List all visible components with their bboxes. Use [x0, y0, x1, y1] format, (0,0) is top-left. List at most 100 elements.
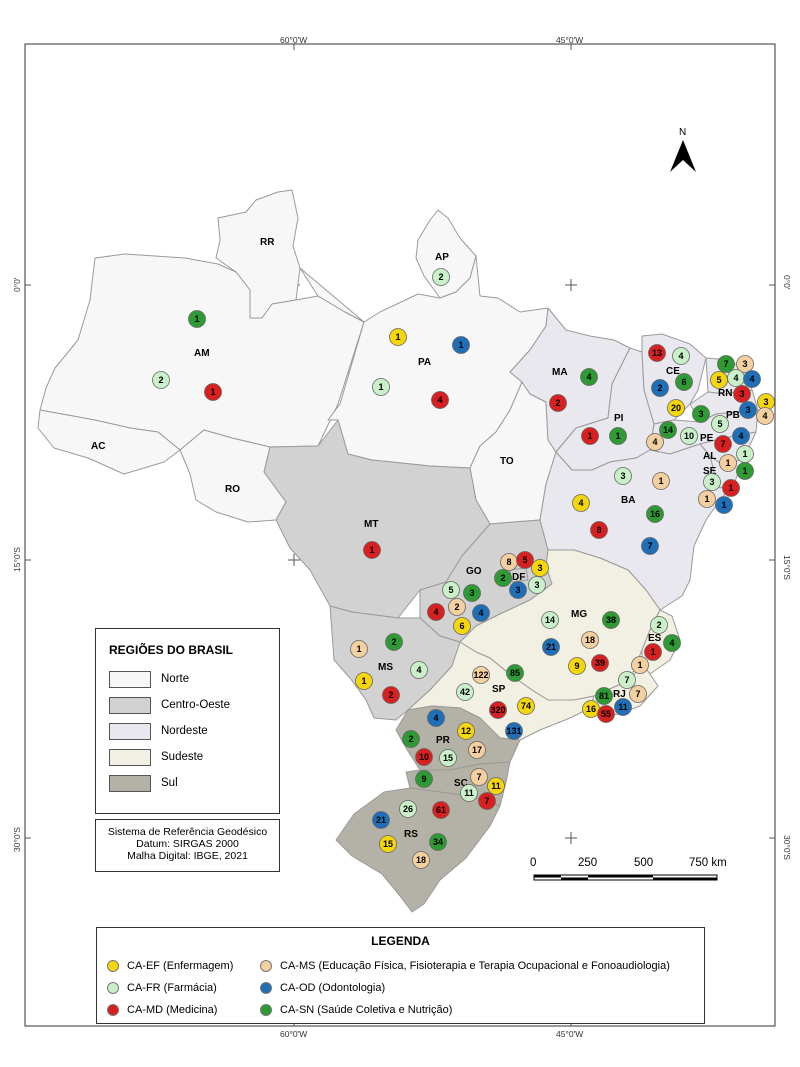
- marker-circle: [756, 407, 774, 425]
- region-label: Norte: [161, 673, 190, 685]
- marker-ms-sn: 2: [385, 633, 403, 651]
- marker-circle: [389, 328, 407, 346]
- marker-sc-md: 7: [478, 792, 496, 810]
- reference-box: Sistema de Referência Geodésico Datum: S…: [95, 819, 280, 872]
- marker-circle: [432, 268, 450, 286]
- marker-value: 21: [376, 815, 386, 825]
- marker-rj-ef: 16: [582, 700, 600, 718]
- marker-circle: [614, 467, 632, 485]
- marker-mg-ms: 18: [581, 631, 599, 649]
- marker-go-ms: 8: [500, 553, 518, 571]
- marker-se-od: 1: [715, 496, 733, 514]
- marker-pb-od: 3: [739, 401, 757, 419]
- marker-al-sn: 1: [736, 462, 754, 480]
- marker-value: 3: [742, 359, 747, 369]
- region-row-norte: Norte: [109, 669, 189, 689]
- marker-circle: [581, 631, 599, 649]
- swatch-sudeste: [109, 748, 151, 766]
- marker-circle: [372, 811, 390, 829]
- marker-go-fr: 3: [528, 576, 546, 594]
- marker-rj-fr: 7: [618, 671, 636, 689]
- map-frame: [24, 43, 776, 1027]
- north-arrow-icon: N: [670, 127, 696, 172]
- marker-value: 4: [586, 372, 591, 382]
- marker-circle: [472, 604, 490, 622]
- marker-go-od: 4: [472, 604, 490, 622]
- marker-circle: [478, 792, 496, 810]
- marker-circle: [528, 576, 546, 594]
- marker-value: 1: [194, 314, 199, 324]
- marker-value: 3: [534, 580, 539, 590]
- swatch-centro-oeste: [109, 696, 151, 714]
- marker-value: 10: [419, 752, 429, 762]
- marker-rj-md: 55: [597, 705, 615, 723]
- marker-circle: [431, 391, 449, 409]
- scale-tick-750: 750 km: [689, 857, 727, 869]
- uf-df: DF: [512, 572, 525, 583]
- marker-value: 7: [720, 439, 725, 449]
- marker-value: 4: [478, 608, 483, 618]
- marker-sc-ef: 11: [487, 777, 505, 795]
- swatch-sul: [109, 774, 151, 792]
- marker-value: 1: [361, 676, 366, 686]
- uf-ac: AC: [91, 441, 105, 452]
- marker-sp-fr: 42: [456, 683, 474, 701]
- marker-value: 3: [620, 471, 625, 481]
- marker-go-sn: 3: [463, 584, 481, 602]
- coord-top-60w: 60°0'W: [280, 35, 307, 45]
- legend-dot-ms: [260, 960, 272, 972]
- marker-pi-md: 1: [581, 427, 599, 445]
- marker-circle: [509, 581, 527, 599]
- legend-dot-od: [260, 982, 272, 994]
- reference-line-1: Sistema de Referência Geodésico: [107, 826, 268, 838]
- marker-circle: [644, 643, 662, 661]
- swatch-nordeste: [109, 722, 151, 740]
- marker-value: 7: [624, 675, 629, 685]
- marker-value: 4: [433, 607, 438, 617]
- marker-mg-sn: 38: [602, 611, 620, 629]
- marker-value: 17: [472, 745, 482, 755]
- marker-sp-od: 131: [505, 722, 523, 740]
- marker-value: 85: [510, 668, 520, 678]
- marker-value: 18: [585, 635, 595, 645]
- marker-es-ms: 1: [631, 656, 649, 674]
- marker-circle: [463, 584, 481, 602]
- marker-circle: [739, 401, 757, 419]
- marker-value: 9: [574, 661, 579, 671]
- marker-circle: [382, 686, 400, 704]
- uf-sp: SP: [492, 684, 506, 695]
- marker-mg-od: 21: [542, 638, 560, 656]
- uf-am: AM: [194, 348, 210, 359]
- marker-circle: [618, 671, 636, 689]
- marker-circle: [385, 633, 403, 651]
- marker-value: 16: [650, 509, 660, 519]
- uf-to: TO: [500, 456, 514, 467]
- marker-circle: [719, 454, 737, 472]
- marker-pb-sn: 3: [692, 405, 710, 423]
- uf-ce: CE: [666, 366, 680, 377]
- region-nordeste: [509, 307, 759, 611]
- marker-sp-ms: 122: [472, 666, 490, 684]
- marker-value: 61: [436, 805, 446, 815]
- marker-rj-ms: 7: [629, 685, 647, 703]
- marker-circle: [487, 777, 505, 795]
- marker-value: 15: [383, 839, 393, 849]
- legend-label: CA-FR (Farmácia): [127, 982, 217, 994]
- region-label: Sul: [161, 777, 178, 789]
- marker-value: 12: [461, 726, 471, 736]
- marker-value: 4: [578, 498, 583, 508]
- uf-se: SE: [703, 466, 717, 477]
- reference-line-2: Datum: SIRGAS 2000: [136, 838, 239, 850]
- marker-circle: [363, 541, 381, 559]
- marker-circle: [460, 784, 478, 802]
- marker-circle: [680, 427, 698, 445]
- marker-circle: [663, 634, 681, 652]
- marker-circle: [472, 666, 490, 684]
- marker-ba-md: 8: [590, 521, 608, 539]
- marker-ms-md: 2: [382, 686, 400, 704]
- marker-go-md: 5: [516, 551, 534, 569]
- marker-go-md: 4: [427, 603, 445, 621]
- uf-go: GO: [466, 566, 482, 577]
